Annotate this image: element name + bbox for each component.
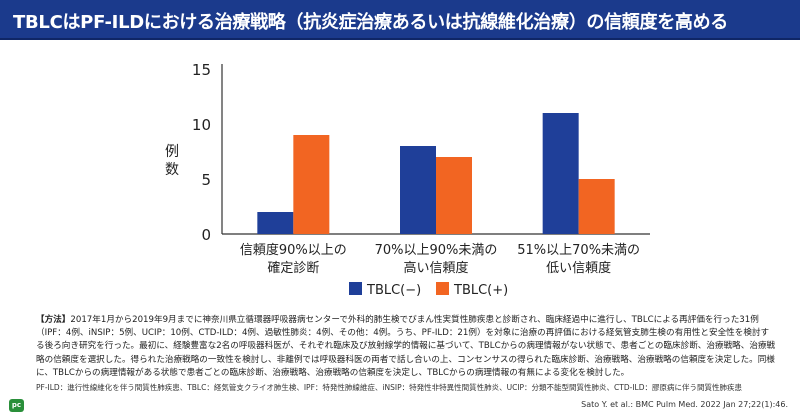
legend-swatch — [349, 282, 362, 295]
bar — [400, 146, 436, 234]
legend-label: TBLC(−) — [366, 283, 421, 298]
logo-text: pc — [11, 401, 22, 409]
method-label: 【方法】 — [36, 315, 71, 325]
bar — [293, 135, 330, 234]
y-tick-label: 0 — [201, 226, 211, 244]
legend-label: TBLC(+) — [453, 283, 508, 298]
x-tick-label: 信頼度90%以上の確定診断 — [240, 242, 347, 276]
method-text: 2017年1月から2019年9月までに神奈川県立循環器呼吸器病センターで外科的肺… — [36, 315, 776, 378]
bar — [436, 157, 472, 234]
bar — [257, 212, 294, 234]
method-paragraph: 【方法】2017年1月から2019年9月までに神奈川県立循環器呼吸器病センターで… — [36, 314, 776, 380]
abbreviations-footnote: PF-ILD：進行性線維化を伴う間質性肺疾患、TBLC：経気管支クライオ肺生検、… — [36, 383, 743, 392]
y-tick-label: 10 — [192, 116, 211, 134]
x-tick-label: 70%以上90%未満の高い信頼度 — [375, 243, 498, 276]
bar — [542, 113, 579, 234]
y-tick-label: 5 — [201, 171, 211, 189]
y-tick-label: 15 — [192, 61, 211, 79]
y-axis-label: 例数 — [165, 144, 179, 178]
bar — [578, 179, 615, 234]
page-title: TBLCはPF-ILDにおける治療戦略（抗炎症治療あるいは抗線維化治療）の信頼度… — [13, 12, 728, 33]
legend-swatch — [436, 282, 449, 295]
citation: Sato Y. et al.: BMC Pulm Med. 2022 Jan 2… — [581, 400, 788, 409]
publisher-logo-icon: pc — [9, 399, 24, 412]
x-tick-label: 51%以上70%未満の低い信頼度 — [517, 243, 640, 276]
title-banner: TBLCはPF-ILDにおける治療戦略（抗炎症治療あるいは抗線維化治療）の信頼度… — [0, 0, 800, 40]
